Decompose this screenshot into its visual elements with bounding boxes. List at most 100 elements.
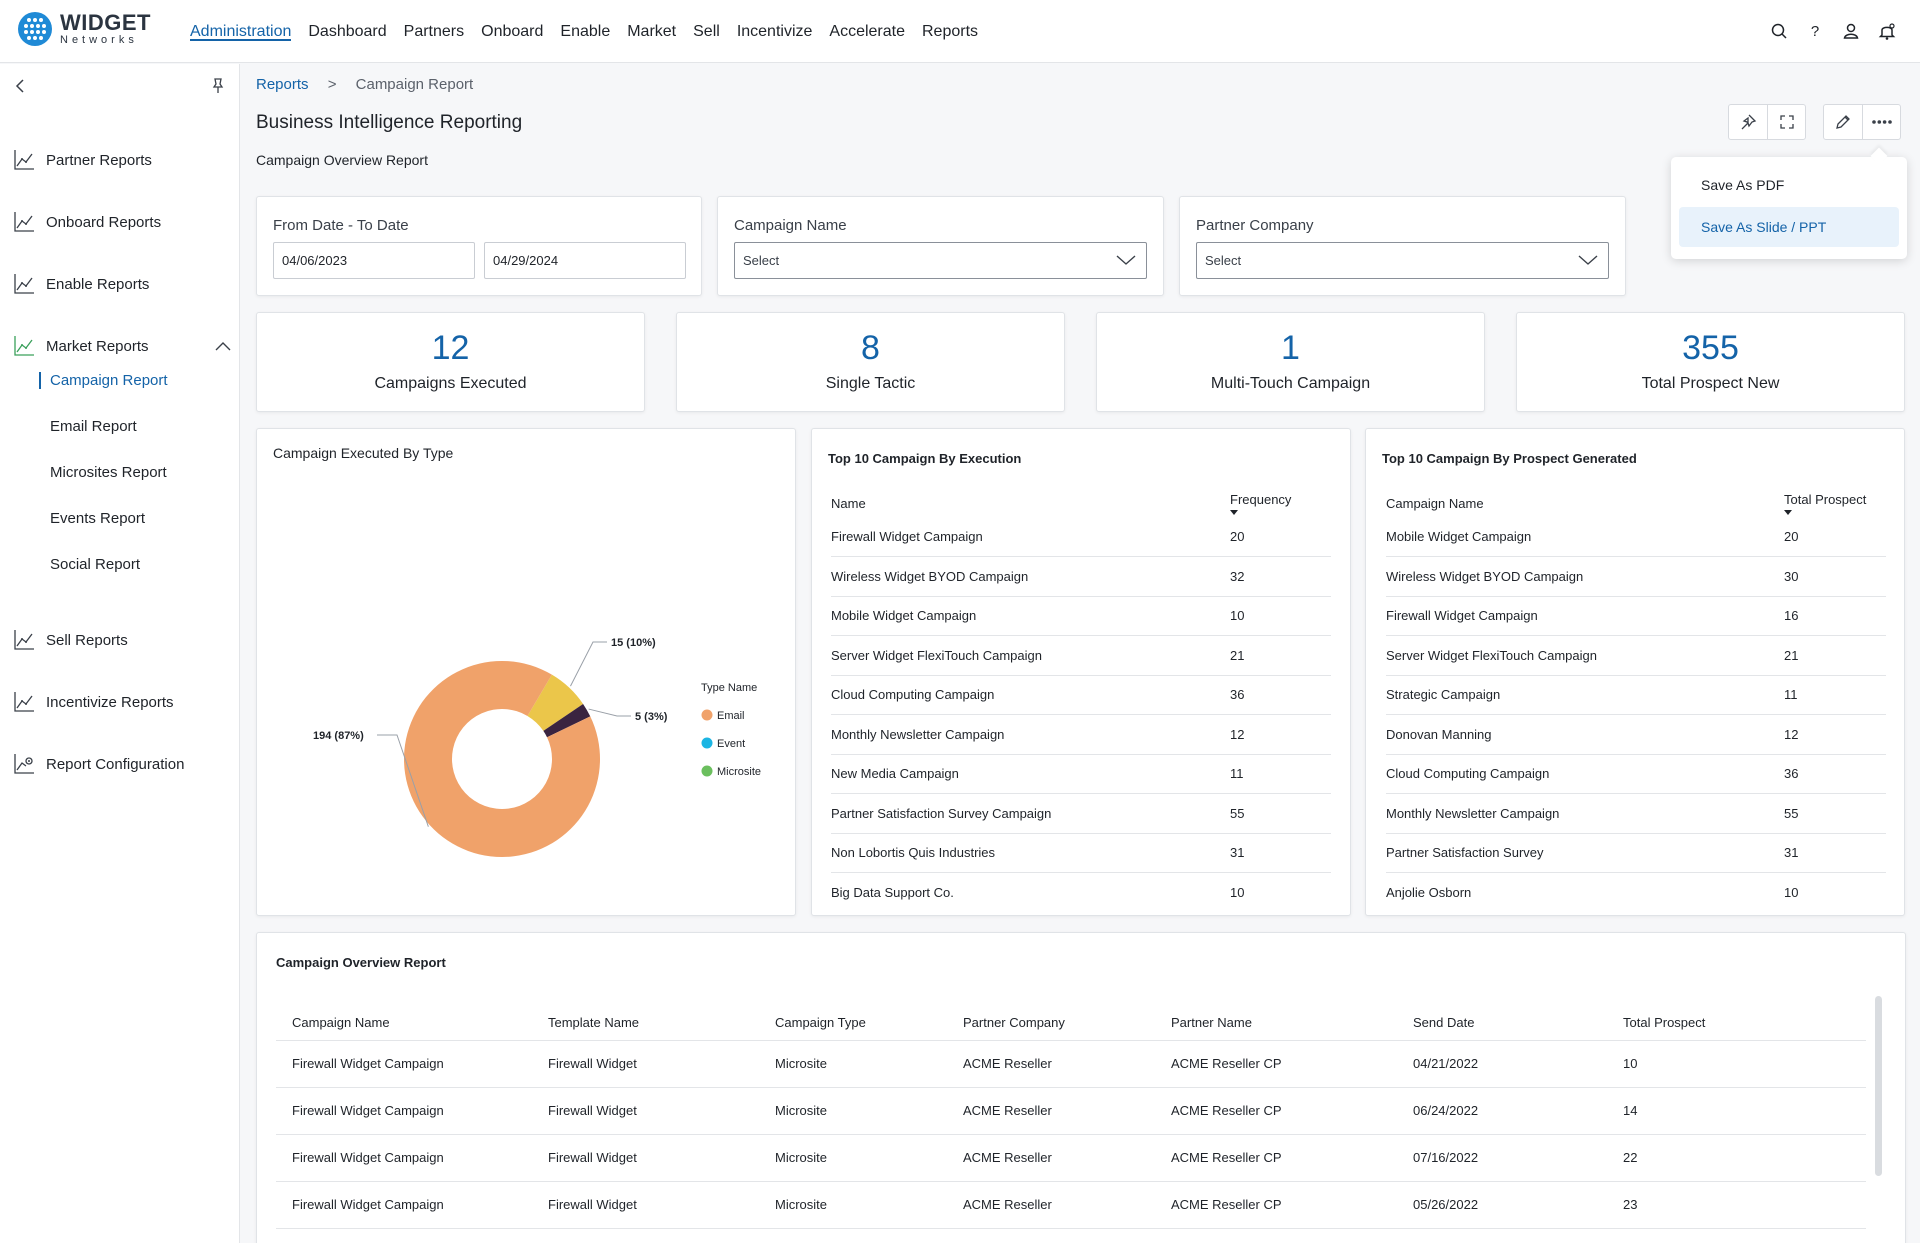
nav-incentivize[interactable]: Incentivize bbox=[736, 22, 813, 40]
kpi-label: Campaigns Executed bbox=[374, 375, 527, 392]
brand-logo[interactable]: WIDGET Networks bbox=[18, 12, 151, 46]
save-as-pdf-option[interactable]: Save As PDF bbox=[1701, 177, 1785, 193]
nav-market[interactable]: Market bbox=[627, 22, 677, 40]
sidebar-subitem-social-report[interactable]: Social Report bbox=[50, 556, 141, 573]
list-item[interactable]: Partner Satisfaction Survey Campaign 55 bbox=[831, 795, 1331, 834]
view-toolbar bbox=[1728, 104, 1806, 140]
column-header[interactable]: Send Date bbox=[1413, 1015, 1475, 1030]
partner-company-select[interactable]: Select bbox=[1196, 242, 1609, 279]
legend-swatch[interactable] bbox=[701, 709, 713, 721]
list-item[interactable]: Server Widget FlexiTouch Campaign 21 bbox=[831, 637, 1331, 676]
sidebar-item-market-reports[interactable]: Market Reports bbox=[0, 326, 240, 366]
nav-sell[interactable]: Sell bbox=[693, 22, 720, 40]
list-item[interactable]: Big Data Support Co. 10 bbox=[831, 874, 1331, 913]
sidebar-subitem-email-report[interactable]: Email Report bbox=[50, 418, 137, 435]
pie-slice[interactable] bbox=[543, 703, 591, 738]
date-filter-card: From Date - To Date 04/06/2023 04/29/202… bbox=[256, 196, 702, 296]
edit-pencil-icon[interactable] bbox=[1824, 105, 1862, 139]
partner-select-value: Select bbox=[1205, 253, 1242, 268]
collapse-sidebar-icon[interactable] bbox=[12, 77, 30, 95]
list-item[interactable]: Wireless Widget BYOD Campaign 30 bbox=[1386, 558, 1886, 597]
column-header[interactable]: Campaign Type bbox=[775, 1015, 866, 1030]
list-item[interactable]: Firewall Widget Campaign 20 bbox=[831, 518, 1331, 557]
sidebar-item-partner-reports[interactable]: Partner Reports bbox=[0, 140, 240, 180]
list-item[interactable]: Non Lobortis Quis Industries 31 bbox=[831, 834, 1331, 873]
campaign-name-select[interactable]: Select bbox=[734, 242, 1147, 279]
nav-dashboard[interactable]: Dashboard bbox=[308, 22, 387, 40]
help-icon[interactable]: ? bbox=[1804, 20, 1826, 42]
legend-swatch[interactable] bbox=[701, 737, 713, 749]
list-item[interactable]: Wireless Widget BYOD Campaign 32 bbox=[831, 558, 1331, 597]
top-prospect-total-header[interactable]: Total Prospect bbox=[1784, 492, 1866, 515]
user-icon[interactable] bbox=[1840, 20, 1862, 42]
column-header[interactable]: Partner Name bbox=[1171, 1015, 1252, 1030]
top-execution-name-header[interactable]: Name bbox=[831, 496, 866, 511]
value-cell: 30 bbox=[1784, 568, 1799, 584]
sidebar-item-label: Enable Reports bbox=[46, 275, 150, 293]
list-item[interactable]: Donovan Manning 12 bbox=[1386, 716, 1886, 755]
save-as-slide-option[interactable]: Save As Slide / PPT bbox=[1679, 207, 1899, 247]
table-row[interactable]: Firewall Widget Campaign Firewall Widget M… bbox=[276, 1182, 1866, 1229]
column-header[interactable]: Partner Company bbox=[963, 1015, 1065, 1030]
list-item[interactable]: Strategic Campaign 11 bbox=[1386, 676, 1886, 715]
table-row[interactable]: Firewall Widget Campaign Firewall Widget M… bbox=[276, 1135, 1866, 1182]
list-item[interactable]: Anjolie Osborn 10 bbox=[1386, 874, 1886, 913]
nav-enable[interactable]: Enable bbox=[560, 22, 611, 40]
list-item[interactable]: Partner Satisfaction Survey 31 bbox=[1386, 834, 1886, 873]
list-item[interactable]: Firewall Widget Campaign 16 bbox=[1386, 597, 1886, 636]
sidebar-item-incentivize-reports[interactable]: Incentivize Reports bbox=[0, 682, 240, 722]
nav-reports[interactable]: Reports bbox=[922, 22, 979, 40]
kpi-label: Total Prospect New bbox=[1641, 375, 1780, 392]
legend-entry[interactable]: Email bbox=[717, 710, 745, 722]
list-item[interactable]: Cloud Computing Campaign 36 bbox=[831, 676, 1331, 715]
list-item[interactable]: Mobile Widget Campaign 20 bbox=[1386, 518, 1886, 557]
sidebar-item-onboard-reports[interactable]: Onboard Reports bbox=[0, 202, 240, 242]
campaign-name-cell: New Media Campaign bbox=[831, 766, 959, 781]
list-item[interactable]: Mobile Widget Campaign 10 bbox=[831, 597, 1331, 636]
search-icon[interactable] bbox=[1768, 20, 1790, 42]
nav-onboard[interactable]: Onboard bbox=[481, 22, 544, 40]
list-item[interactable]: Monthly Newsletter Campaign 12 bbox=[831, 716, 1331, 755]
column-header[interactable]: Total Prospect bbox=[1623, 1015, 1706, 1030]
from-date-input[interactable]: 04/06/2023 bbox=[273, 242, 475, 279]
list-item[interactable]: Cloud Computing Campaign 36 bbox=[1386, 755, 1886, 794]
top-prospect-name-header[interactable]: Campaign Name bbox=[1386, 496, 1484, 511]
sidebar-subitem-campaign-report[interactable]: Campaign Report bbox=[39, 372, 168, 389]
list-item[interactable]: Server Widget FlexiTouch Campaign 21 bbox=[1386, 637, 1886, 676]
nav-partners[interactable]: Partners bbox=[403, 22, 465, 40]
breadcrumb-reports-link[interactable]: Reports bbox=[256, 76, 309, 93]
list-item[interactable]: Monthly Newsletter Campaign 55 bbox=[1386, 795, 1886, 834]
sidebar-item-enable-reports[interactable]: Enable Reports bbox=[0, 264, 240, 304]
main-nav: Administration Dashboard Partners Onboard En… bbox=[190, 0, 995, 63]
column-header[interactable]: Template Name bbox=[548, 1015, 640, 1030]
sidebar-subitem-events-report[interactable]: Events Report bbox=[50, 510, 146, 527]
table-row[interactable]: Firewall Widget Campaign Firewall Widget M… bbox=[276, 1088, 1866, 1135]
pin-sidebar-icon[interactable] bbox=[209, 77, 227, 95]
pin-icon[interactable] bbox=[1729, 105, 1767, 139]
to-date-input[interactable]: 04/29/2024 bbox=[484, 242, 686, 279]
nav-accelerate[interactable]: Accelerate bbox=[829, 22, 905, 40]
notification-bell-icon[interactable] bbox=[1876, 20, 1898, 42]
sidebar-item-sell-reports[interactable]: Sell Reports bbox=[0, 620, 240, 660]
value-cell: 36 bbox=[1230, 687, 1245, 702]
legend-entry[interactable]: Event bbox=[717, 738, 745, 750]
campaign-name-cell: Non Lobortis Quis Industries bbox=[831, 845, 996, 860]
more-options-icon[interactable] bbox=[1862, 105, 1900, 139]
column-header[interactable]: Campaign Name bbox=[292, 1015, 390, 1030]
pie-slice[interactable] bbox=[404, 661, 600, 857]
list-item[interactable]: New Media Campaign 11 bbox=[831, 755, 1331, 794]
campaign-filter-card: Campaign Name Select bbox=[717, 196, 1164, 296]
nav-administration[interactable]: Administration bbox=[190, 0, 292, 63]
pie-slice[interactable] bbox=[527, 674, 584, 731]
sidebar-subitem-microsites-report[interactable]: Microsites Report bbox=[50, 464, 167, 481]
table-row[interactable]: Firewall Widget Campaign Firewall Widget M… bbox=[276, 1041, 1866, 1088]
top-execution-frequency-header[interactable]: Frequency bbox=[1230, 492, 1291, 515]
legend-entry[interactable]: Microsite bbox=[717, 766, 761, 778]
legend-swatch[interactable] bbox=[701, 765, 713, 777]
fullscreen-icon[interactable] bbox=[1767, 105, 1805, 139]
campaign-name-cell: Server Widget FlexiTouch Campaign bbox=[831, 647, 1042, 663]
chevron-up-icon[interactable] bbox=[214, 338, 232, 354]
table-cell: 10 bbox=[1623, 1056, 1638, 1071]
overview-scrollbar[interactable] bbox=[1875, 996, 1882, 1176]
sidebar-item-report-configuration[interactable]: Report Configuration bbox=[0, 744, 240, 784]
